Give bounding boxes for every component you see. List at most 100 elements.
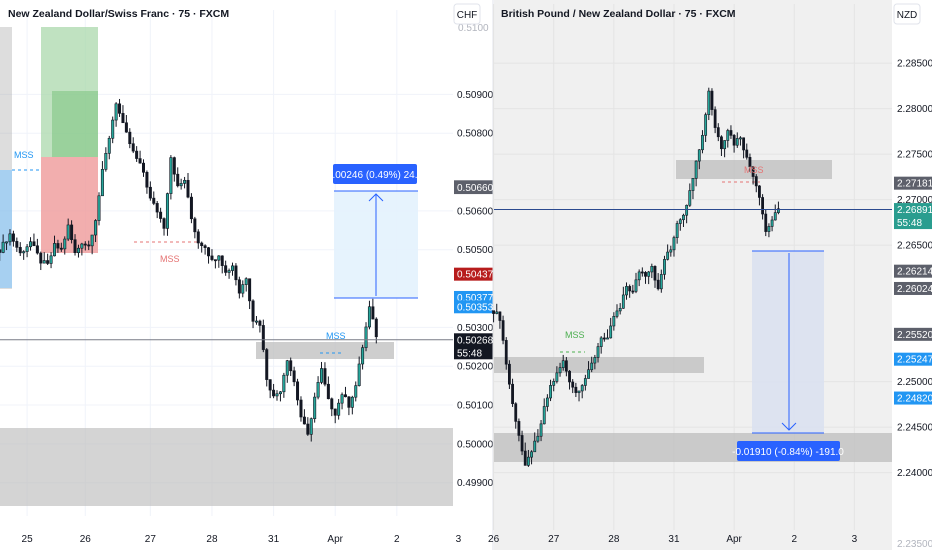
right-currency-box xyxy=(893,3,921,25)
candle-up xyxy=(621,294,625,309)
candle-down xyxy=(39,252,43,264)
x-tick-label: Apr xyxy=(327,534,343,545)
candle-down xyxy=(640,271,644,274)
candle-down xyxy=(333,408,337,416)
mss-label-2: MSS xyxy=(160,254,180,264)
candle-up xyxy=(587,369,590,379)
candle-up xyxy=(227,270,231,273)
candle-down xyxy=(292,370,296,383)
candle-up xyxy=(22,251,26,254)
candle-up xyxy=(244,278,248,285)
candle-up xyxy=(536,435,540,442)
left-currency-label: CHF xyxy=(457,10,478,21)
candle-up xyxy=(316,382,320,398)
candle-down xyxy=(742,137,746,151)
candle-down xyxy=(374,318,378,338)
y-tick-label: 2.24000 xyxy=(897,468,932,479)
candle-up xyxy=(90,234,94,247)
candle-down xyxy=(748,157,752,168)
price-tag: 0.50353 xyxy=(457,302,494,313)
candle-up xyxy=(672,237,676,251)
price-tag: 2.26024 xyxy=(897,284,932,295)
candle-down xyxy=(751,166,755,177)
demand-zone-box xyxy=(0,428,453,506)
candle-down xyxy=(56,243,60,249)
left-x-tick-labels: 25 26 27 28 31 Apr 2 3 xyxy=(22,534,462,545)
candle-down xyxy=(761,197,765,215)
y-tick-label: 2.28000 xyxy=(897,104,932,115)
candle-up xyxy=(275,393,279,397)
candle-down xyxy=(520,435,524,452)
gbpnzd-panel[interactable]: -0.01910 (-0.84%) -191.0 MSS MSS 2.24000… xyxy=(488,0,932,550)
price-tag-box xyxy=(454,333,493,360)
x-tick-label: 28 xyxy=(206,534,218,545)
candle-up xyxy=(558,367,562,374)
candle-up xyxy=(340,394,344,404)
candle-up xyxy=(663,259,666,275)
y-tick-label: 2.27000 xyxy=(897,195,932,206)
candle-down xyxy=(196,231,200,244)
price-tag-box xyxy=(894,264,932,278)
candle-up xyxy=(76,247,80,253)
candle-down xyxy=(564,360,568,372)
candle-down xyxy=(732,135,736,146)
candle-down xyxy=(644,272,647,277)
nzdchf-panel[interactable]: 0.00246 (0.49%) 24.6 MSS MSS MSS 0.49900… xyxy=(0,0,494,550)
candle-up xyxy=(111,119,115,139)
candle-down xyxy=(306,423,310,435)
candle-up xyxy=(309,418,313,435)
candle-up xyxy=(704,114,708,136)
candle-down xyxy=(138,158,142,164)
candle-down xyxy=(248,278,252,302)
candle-down xyxy=(745,149,749,158)
right-x-tick-labels: 26 27 28 31 Apr 2 3 xyxy=(488,534,858,545)
candle-down xyxy=(237,279,241,294)
x-tick-label: 26 xyxy=(80,534,92,545)
candle-up xyxy=(313,396,317,419)
candle-down xyxy=(492,310,495,314)
left-currency-box xyxy=(453,3,481,25)
candle-down xyxy=(501,320,505,341)
candle-up xyxy=(52,243,56,257)
candle-up xyxy=(583,378,587,386)
candle-down xyxy=(152,197,156,204)
candle-up xyxy=(596,346,600,358)
candle-down xyxy=(507,363,511,385)
candle-up xyxy=(647,271,651,277)
candle-up xyxy=(8,233,12,243)
candle-up xyxy=(350,396,354,408)
x-tick-label: 2 xyxy=(791,534,797,545)
price-tag-box xyxy=(454,181,493,195)
candle-down xyxy=(124,122,128,133)
candle-down xyxy=(504,340,508,365)
measure-label-box xyxy=(333,164,417,184)
candle-down xyxy=(523,450,527,466)
candle-up xyxy=(29,241,33,248)
left-zones xyxy=(0,27,453,506)
candle-up xyxy=(697,149,701,162)
candle-down xyxy=(261,325,265,350)
candle-down xyxy=(251,300,255,322)
y-tick-label: 0.49900 xyxy=(457,478,494,489)
candle-down xyxy=(758,185,761,198)
candle-up xyxy=(217,255,221,261)
right-bottom-cut-label: 2.23500 xyxy=(897,539,932,550)
candle-down xyxy=(59,247,63,250)
y-tick-label: 0.50300 xyxy=(457,323,494,334)
candle-down xyxy=(145,171,149,188)
candle-down xyxy=(258,320,262,326)
price-tag: 2.25247 xyxy=(897,355,932,366)
y-tick-label: 0.50900 xyxy=(457,90,494,101)
candle-down xyxy=(210,255,214,260)
nzdchf-candles xyxy=(0,98,378,442)
candle-up xyxy=(5,241,9,244)
y-tick-label: 2.28500 xyxy=(897,59,932,70)
candle-down xyxy=(131,143,135,152)
right-chart-title: British Pound / New Zealand Dollar · 75 … xyxy=(501,8,736,20)
countdown-timer: 55:48 xyxy=(897,218,922,229)
candle-down xyxy=(631,290,635,293)
candle-down xyxy=(220,255,224,266)
mss-label-3: MSS xyxy=(326,331,346,341)
candle-up xyxy=(25,246,29,252)
candle-down xyxy=(87,244,91,247)
